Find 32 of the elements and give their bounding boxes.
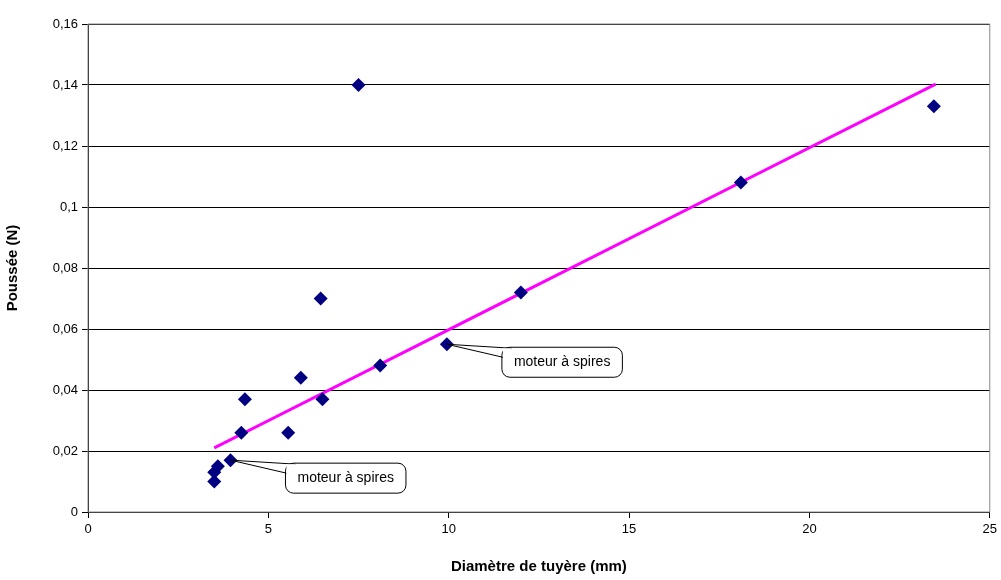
point xyxy=(207,474,222,489)
y-tick-label: 0,04 xyxy=(52,381,78,397)
x-tick-label: 10 xyxy=(441,521,456,537)
y-tick-label: 0 xyxy=(70,503,78,519)
point xyxy=(926,99,941,114)
y-tick-label: 0,12 xyxy=(52,137,78,153)
x-tick-label: 15 xyxy=(621,521,637,537)
annotation: moteur à spires xyxy=(297,469,394,486)
y-tick-label: 0,08 xyxy=(52,259,78,275)
point xyxy=(234,425,249,440)
point xyxy=(373,358,388,373)
y-axis-title: Poussée (N) xyxy=(3,224,21,312)
x-tick-label: 25 xyxy=(982,521,997,537)
x-tick-label: 5 xyxy=(264,521,272,537)
x-tick-label: 20 xyxy=(802,521,817,537)
point xyxy=(293,370,308,385)
y-tick-label: 0,02 xyxy=(52,442,78,458)
point xyxy=(281,425,296,440)
y-tick-label: 0,14 xyxy=(52,76,78,92)
point xyxy=(733,175,748,190)
y-tick-label: 0,1 xyxy=(59,198,78,214)
point xyxy=(513,285,528,300)
point xyxy=(351,78,366,92)
point xyxy=(223,453,238,468)
annotation: moteur à spires xyxy=(513,353,611,370)
point xyxy=(237,392,252,407)
point xyxy=(313,291,328,306)
point xyxy=(315,392,330,407)
x-tick-label: 0 xyxy=(84,521,92,537)
x-axis-title: Diamètre de tuyère (mm) xyxy=(450,557,627,575)
y-tick-label: 0,16 xyxy=(52,15,78,31)
y-tick-label: 0,06 xyxy=(52,320,78,336)
